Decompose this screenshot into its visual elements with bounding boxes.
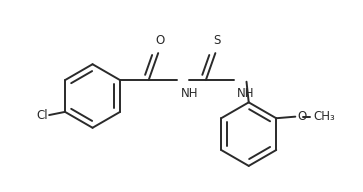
- Text: O: O: [297, 110, 306, 123]
- Text: NH: NH: [237, 87, 254, 100]
- Text: S: S: [213, 34, 221, 47]
- Text: NH: NH: [180, 87, 198, 100]
- Text: Cl: Cl: [36, 108, 48, 122]
- Text: CH₃: CH₃: [313, 110, 335, 123]
- Text: O: O: [155, 34, 164, 47]
